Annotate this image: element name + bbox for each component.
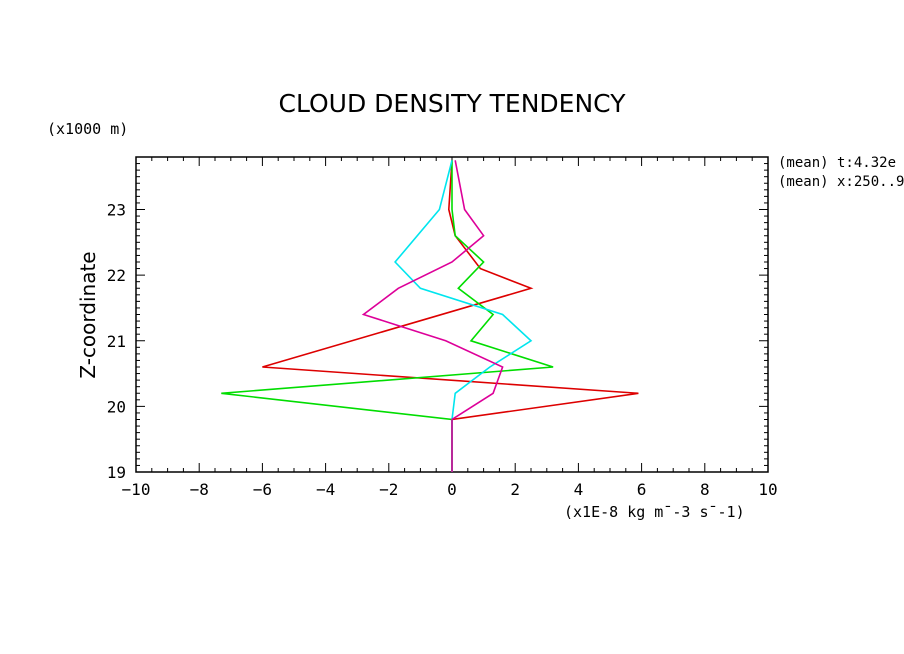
y-tick-label: 23 bbox=[107, 201, 126, 220]
y-tick-label: 20 bbox=[107, 397, 126, 416]
x-tick-label: 0 bbox=[447, 480, 457, 499]
x-tick-label: 4 bbox=[574, 480, 584, 499]
x-tick-label: 8 bbox=[700, 480, 710, 499]
y-tick-label: 22 bbox=[107, 266, 126, 285]
x-tick-label: −6 bbox=[253, 480, 272, 499]
y-tick-label: 19 bbox=[107, 463, 126, 482]
series-line-2 bbox=[221, 160, 554, 472]
x-tick-label: 10 bbox=[758, 480, 777, 499]
y-axis-label: Z-coordinate bbox=[76, 251, 100, 378]
chart-title: CLOUD DENSITY TENDENCY bbox=[279, 89, 627, 118]
x-tick-label: 2 bbox=[510, 480, 520, 499]
series-line-4 bbox=[361, 160, 504, 472]
series-layer bbox=[221, 160, 639, 472]
x-tick-label: −4 bbox=[316, 480, 335, 499]
series-line-1 bbox=[262, 160, 639, 472]
x-tick-label: −2 bbox=[379, 480, 398, 499]
series-line-3 bbox=[394, 160, 533, 472]
plot-axes: −10 −8 −6 −4 −2 0 2 4 6 8 10 19 20 21 22 23 bbox=[107, 156, 778, 499]
y-tick-label: 21 bbox=[107, 332, 126, 351]
x-tick-label: −10 bbox=[122, 480, 151, 499]
side-note-x-range: (mean) x:250..9 bbox=[778, 174, 904, 190]
x-tick-label: 6 bbox=[637, 480, 647, 499]
x-tick-label: −8 bbox=[190, 480, 209, 499]
side-note-time: (mean) t:4.32e bbox=[778, 155, 896, 171]
x-axis-label: (x1E-8 kg m¯-3 s¯-1) bbox=[564, 503, 745, 521]
y-axis-unit: (x1000 m) bbox=[47, 120, 128, 138]
